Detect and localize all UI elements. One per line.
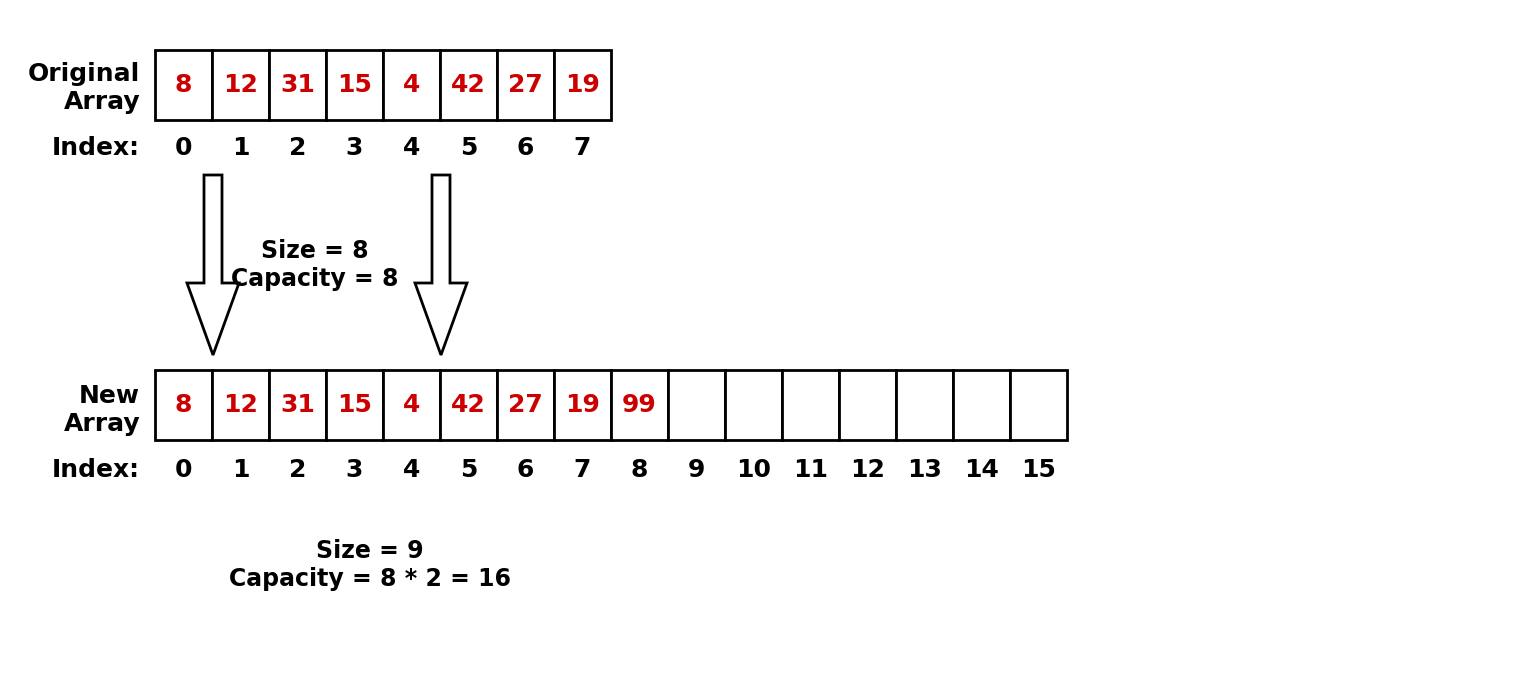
Bar	[213, 50, 270, 120]
Text: 8: 8	[176, 73, 192, 97]
Text: 13: 13	[907, 458, 942, 482]
Bar	[213, 370, 270, 440]
Bar	[440, 50, 497, 120]
Text: 1: 1	[231, 136, 249, 160]
Text: 10: 10	[736, 458, 772, 482]
Text: 6: 6	[517, 136, 534, 160]
Text: 1: 1	[231, 458, 249, 482]
Text: Size = 8
Capacity = 8: Size = 8 Capacity = 8	[231, 239, 399, 291]
Text: 6: 6	[517, 458, 534, 482]
Bar	[326, 370, 383, 440]
Text: 3: 3	[346, 458, 363, 482]
Text: 15: 15	[1021, 458, 1056, 482]
Text: 27: 27	[508, 393, 544, 417]
Text: New
Array: New Array	[63, 384, 140, 436]
Text: 0: 0	[174, 458, 192, 482]
Text: 99: 99	[622, 393, 658, 417]
Text: 31: 31	[280, 393, 316, 417]
Text: 12: 12	[223, 393, 257, 417]
Text: 3: 3	[346, 136, 363, 160]
Bar	[270, 370, 326, 440]
Text: 0: 0	[174, 136, 192, 160]
Bar	[554, 50, 611, 120]
Text: 7: 7	[574, 458, 591, 482]
Text: 8: 8	[176, 393, 192, 417]
Text: 5: 5	[460, 136, 477, 160]
Polygon shape	[414, 175, 467, 355]
Bar	[156, 370, 213, 440]
Bar	[953, 370, 1010, 440]
Text: 2: 2	[290, 458, 306, 482]
Text: 31: 31	[280, 73, 316, 97]
Bar	[668, 370, 725, 440]
Bar	[497, 50, 554, 120]
Text: 4: 4	[403, 136, 420, 160]
Text: 2: 2	[290, 136, 306, 160]
Text: 8: 8	[631, 458, 648, 482]
Bar	[326, 50, 383, 120]
Bar	[725, 370, 782, 440]
Text: 4: 4	[403, 458, 420, 482]
Text: 7: 7	[574, 136, 591, 160]
Text: 27: 27	[508, 73, 544, 97]
Bar	[1010, 370, 1067, 440]
Text: Index:: Index:	[52, 458, 140, 482]
Bar	[782, 370, 839, 440]
Bar	[896, 370, 953, 440]
Text: 12: 12	[850, 458, 885, 482]
Text: 19: 19	[565, 393, 601, 417]
Text: 11: 11	[793, 458, 829, 482]
Text: 4: 4	[403, 393, 420, 417]
Text: 15: 15	[337, 393, 373, 417]
Bar	[383, 370, 440, 440]
Bar	[497, 370, 554, 440]
Text: 14: 14	[964, 458, 999, 482]
Text: 42: 42	[451, 73, 487, 97]
Text: 19: 19	[565, 73, 601, 97]
Bar	[156, 50, 213, 120]
Text: Index:: Index:	[52, 136, 140, 160]
Polygon shape	[186, 175, 239, 355]
Bar	[440, 370, 497, 440]
Text: Size = 9
Capacity = 8 * 2 = 16: Size = 9 Capacity = 8 * 2 = 16	[229, 539, 511, 591]
Bar	[839, 370, 896, 440]
Text: 5: 5	[460, 458, 477, 482]
Bar	[611, 370, 668, 440]
Text: 12: 12	[223, 73, 257, 97]
Text: Original
Array: Original Array	[28, 62, 140, 114]
Text: 4: 4	[403, 73, 420, 97]
Text: 42: 42	[451, 393, 487, 417]
Bar	[383, 50, 440, 120]
Text: 9: 9	[688, 458, 705, 482]
Bar	[270, 50, 326, 120]
Bar	[554, 370, 611, 440]
Text: 15: 15	[337, 73, 373, 97]
